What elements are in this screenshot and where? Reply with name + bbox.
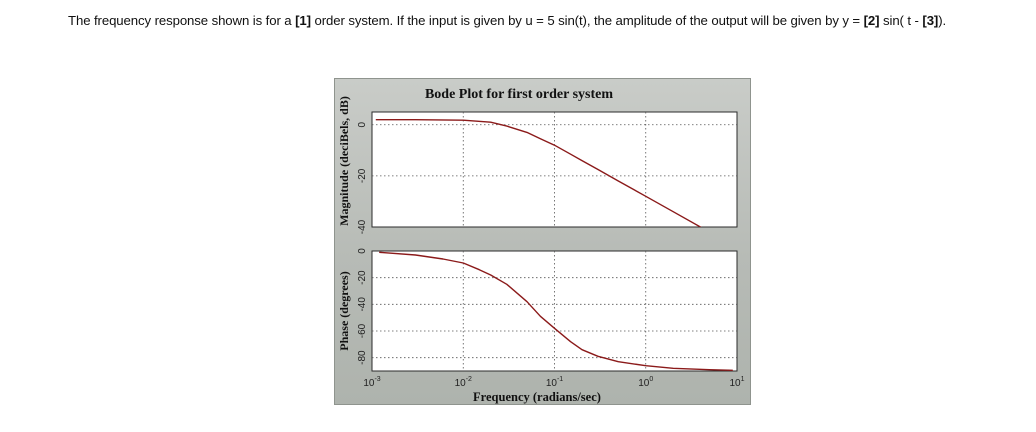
frequency-x-ticks: 10-310-210-1100101102 <box>363 376 744 389</box>
phase-axis-label: Phase (degrees) <box>337 271 351 350</box>
phase-y-tick-label: 0 <box>357 248 368 254</box>
blank-3: [3] <box>922 13 939 28</box>
question-part-1: The frequency response shown is for a <box>68 13 296 28</box>
x-tick-label: 10-1 <box>546 376 563 389</box>
blank-2: [2] <box>863 13 880 28</box>
mag-y-tick-label: 0 <box>357 122 368 128</box>
x-tick-label: 101 <box>729 376 744 389</box>
blank-1: [1] <box>295 13 311 28</box>
phase-y-tick-label: -40 <box>357 297 368 312</box>
phase-y-tick-label: -60 <box>357 323 368 338</box>
phase-series <box>379 251 733 371</box>
phase-y-tick-label: -80 <box>357 350 368 365</box>
phase-grid <box>372 251 737 371</box>
bode-plot-figure: 0 -20 -40 0 -20 -40 -60 -80 10-3 10-2 10-1 100 101… <box>334 78 751 405</box>
magnitude-y-ticks: 0 -20 -40 <box>357 122 368 235</box>
magnitude-series <box>375 119 702 227</box>
chart-title: Bode Plot for first order system <box>425 87 613 102</box>
question-part-4: ). <box>938 13 947 28</box>
x-tick-label: 100 <box>638 376 653 389</box>
question-text: The frequency response shown is for a [1… <box>68 11 1023 31</box>
x-tick-label: 10-3 <box>363 376 380 389</box>
bode-plot-svg: 0 -20 -40 0 -20 -40 -60 -80 10-3 10-2 10-1 100 101… <box>337 87 745 404</box>
mag-y-tick-label: -20 <box>357 168 368 183</box>
magnitude-axis-label: Magnitude (deciBels, dB) <box>337 96 351 226</box>
phase-y-tick-label: -20 <box>357 270 368 285</box>
mag-curve <box>375 119 702 227</box>
magnitude-grid <box>372 112 737 227</box>
x-tick-label: 10-2 <box>455 376 472 389</box>
question-part-2: order system. If the input is given by u… <box>310 13 864 28</box>
phase-curve <box>379 251 733 371</box>
mag-y-tick-label: -40 <box>357 219 368 234</box>
frequency-axis-label: Frequency (radians/sec) <box>473 390 601 404</box>
question-part-3: sin( t - <box>879 13 923 28</box>
phase-y-ticks: 0 -20 -40 -60 -80 <box>357 248 368 365</box>
